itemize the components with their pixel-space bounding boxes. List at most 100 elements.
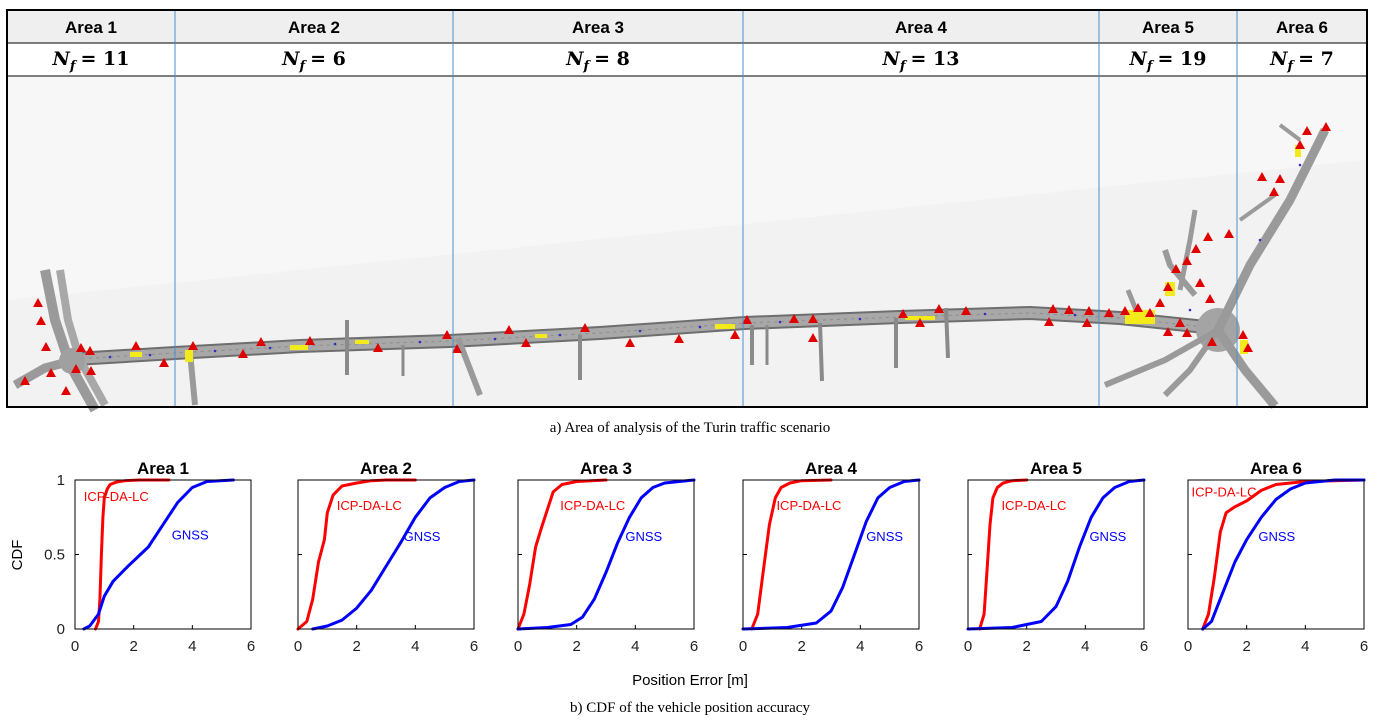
nf-labels: Nf = 11 Nf = 6 Nf = 8 Nf = 13 Nf = 19 Nf = 7 xyxy=(52,48,1334,74)
marker xyxy=(1238,330,1248,339)
marker xyxy=(789,314,799,323)
side-road xyxy=(1213,127,1330,332)
x-tick-label: 0 xyxy=(71,638,79,655)
marker xyxy=(934,304,944,313)
highlight-segment xyxy=(185,350,193,362)
icp-da-lc-curve xyxy=(94,478,171,631)
nf-label: Nf = 8 xyxy=(565,48,630,74)
gnss-curve xyxy=(82,478,235,631)
marker xyxy=(1133,303,1143,312)
bottom-caption: b) CDF of the vehicle position accuracy xyxy=(570,700,810,716)
marker xyxy=(452,344,462,353)
gnss-label: GNSS xyxy=(866,529,903,544)
plot-frame xyxy=(517,479,695,630)
marker xyxy=(1195,278,1205,287)
x-tick-label: 4 xyxy=(188,638,196,655)
nf-label: Nf = 6 xyxy=(281,48,346,74)
marker xyxy=(1048,304,1058,313)
x-tick-label: 4 xyxy=(411,638,419,655)
marker xyxy=(1163,327,1173,336)
marker xyxy=(1064,305,1074,314)
plot-title: Area 6 xyxy=(1250,459,1302,478)
marker xyxy=(1203,232,1213,241)
x-tick-label: 6 xyxy=(1140,638,1148,655)
icp-da-lc-curve xyxy=(296,478,417,631)
highlight-segment xyxy=(290,345,308,350)
nf-label: Nf = 7 xyxy=(1269,48,1334,74)
marker xyxy=(238,349,248,358)
x-tick-label: 4 xyxy=(1081,638,1089,655)
marker xyxy=(1171,264,1181,273)
area-name: Area 2 xyxy=(288,18,340,37)
side-road xyxy=(56,269,109,407)
highlight-segment xyxy=(1240,340,1248,354)
side-road xyxy=(1162,249,1198,297)
marker xyxy=(1182,256,1192,265)
plot-frame xyxy=(742,479,920,630)
gnss-label: GNSS xyxy=(1089,529,1126,544)
top-panel: Area 1 Area 2 Area 3 Area 4 Area 5 Area … xyxy=(6,9,1368,413)
marker xyxy=(36,316,46,325)
x-tick-label: 4 xyxy=(631,638,639,655)
roundabout xyxy=(59,348,85,374)
gnss-label: GNSS xyxy=(172,528,209,543)
marker xyxy=(915,318,925,327)
marker xyxy=(1243,343,1253,352)
plot-title: Area 2 xyxy=(360,459,412,478)
marker xyxy=(33,298,43,307)
marker xyxy=(373,343,383,352)
highlight-segment xyxy=(715,324,735,329)
marker xyxy=(20,376,30,385)
marker xyxy=(1044,317,1054,326)
cdf-panel: Area 1 0 2 4 6 0 0.5 1 ICP-DA-LC GNSS xyxy=(44,459,255,655)
marker xyxy=(46,368,56,377)
icp-da-lc-curve xyxy=(978,478,1029,631)
y-tick-label: 1 xyxy=(57,472,65,489)
marker xyxy=(85,346,95,355)
x-tick-label: 6 xyxy=(690,638,698,655)
area-name: Area 1 xyxy=(65,18,117,37)
marker xyxy=(1182,328,1192,337)
gnss-curve xyxy=(966,478,1146,631)
marker xyxy=(1207,337,1217,346)
gnss-label: GNSS xyxy=(625,529,662,544)
x-tick-label: 2 xyxy=(1022,638,1030,655)
plot-frame xyxy=(967,479,1145,630)
y-tick-label: 0.5 xyxy=(44,547,65,564)
plot-title: Area 5 xyxy=(1030,459,1082,478)
side-road xyxy=(1103,327,1220,388)
marker xyxy=(305,336,315,345)
marker xyxy=(86,366,96,375)
x-tick-label: 0 xyxy=(514,638,522,655)
side-road xyxy=(944,307,950,359)
x-tick-label: 2 xyxy=(572,638,580,655)
x-tick-label: 6 xyxy=(247,638,255,655)
plot-title: Area 4 xyxy=(805,459,858,478)
side-road xyxy=(1238,193,1277,222)
highlight-segment xyxy=(130,352,142,357)
marker xyxy=(1175,318,1185,327)
marker xyxy=(674,334,684,343)
x-tick-label: 0 xyxy=(294,638,302,655)
area-name: Area 3 xyxy=(572,18,624,37)
icp-da-lc-label: ICP-DA-LC xyxy=(560,498,625,513)
icp-da-lc-label: ICP-DA-LC xyxy=(1192,484,1257,499)
marker xyxy=(808,333,818,342)
marker xyxy=(159,358,169,367)
cdf-panel: Area 6 0 2 4 6 ICP-DA-LC GNSS xyxy=(1184,459,1368,655)
cdf-plots: Area 1 0 2 4 6 0 0.5 1 ICP-DA-LC GNSS Area 2 0 2 4 6 IC… xyxy=(44,459,1368,655)
area-dividers xyxy=(174,11,1238,406)
icp-da-lc-label: ICP-DA-LC xyxy=(337,498,402,513)
marker xyxy=(1224,229,1234,238)
area-headers: Area 1 Area 2 Area 3 Area 4 Area 5 Area … xyxy=(65,18,1328,37)
side-road xyxy=(40,269,100,413)
gnss-curve xyxy=(311,478,476,631)
marker xyxy=(1104,308,1114,317)
x-tick-label: 2 xyxy=(129,638,137,655)
plot-frame xyxy=(1187,479,1365,630)
marker xyxy=(1155,298,1165,307)
marker xyxy=(76,343,86,352)
marker xyxy=(1205,294,1215,303)
x-tick-label: 2 xyxy=(352,638,360,655)
x-tick-label: 4 xyxy=(1301,638,1309,655)
